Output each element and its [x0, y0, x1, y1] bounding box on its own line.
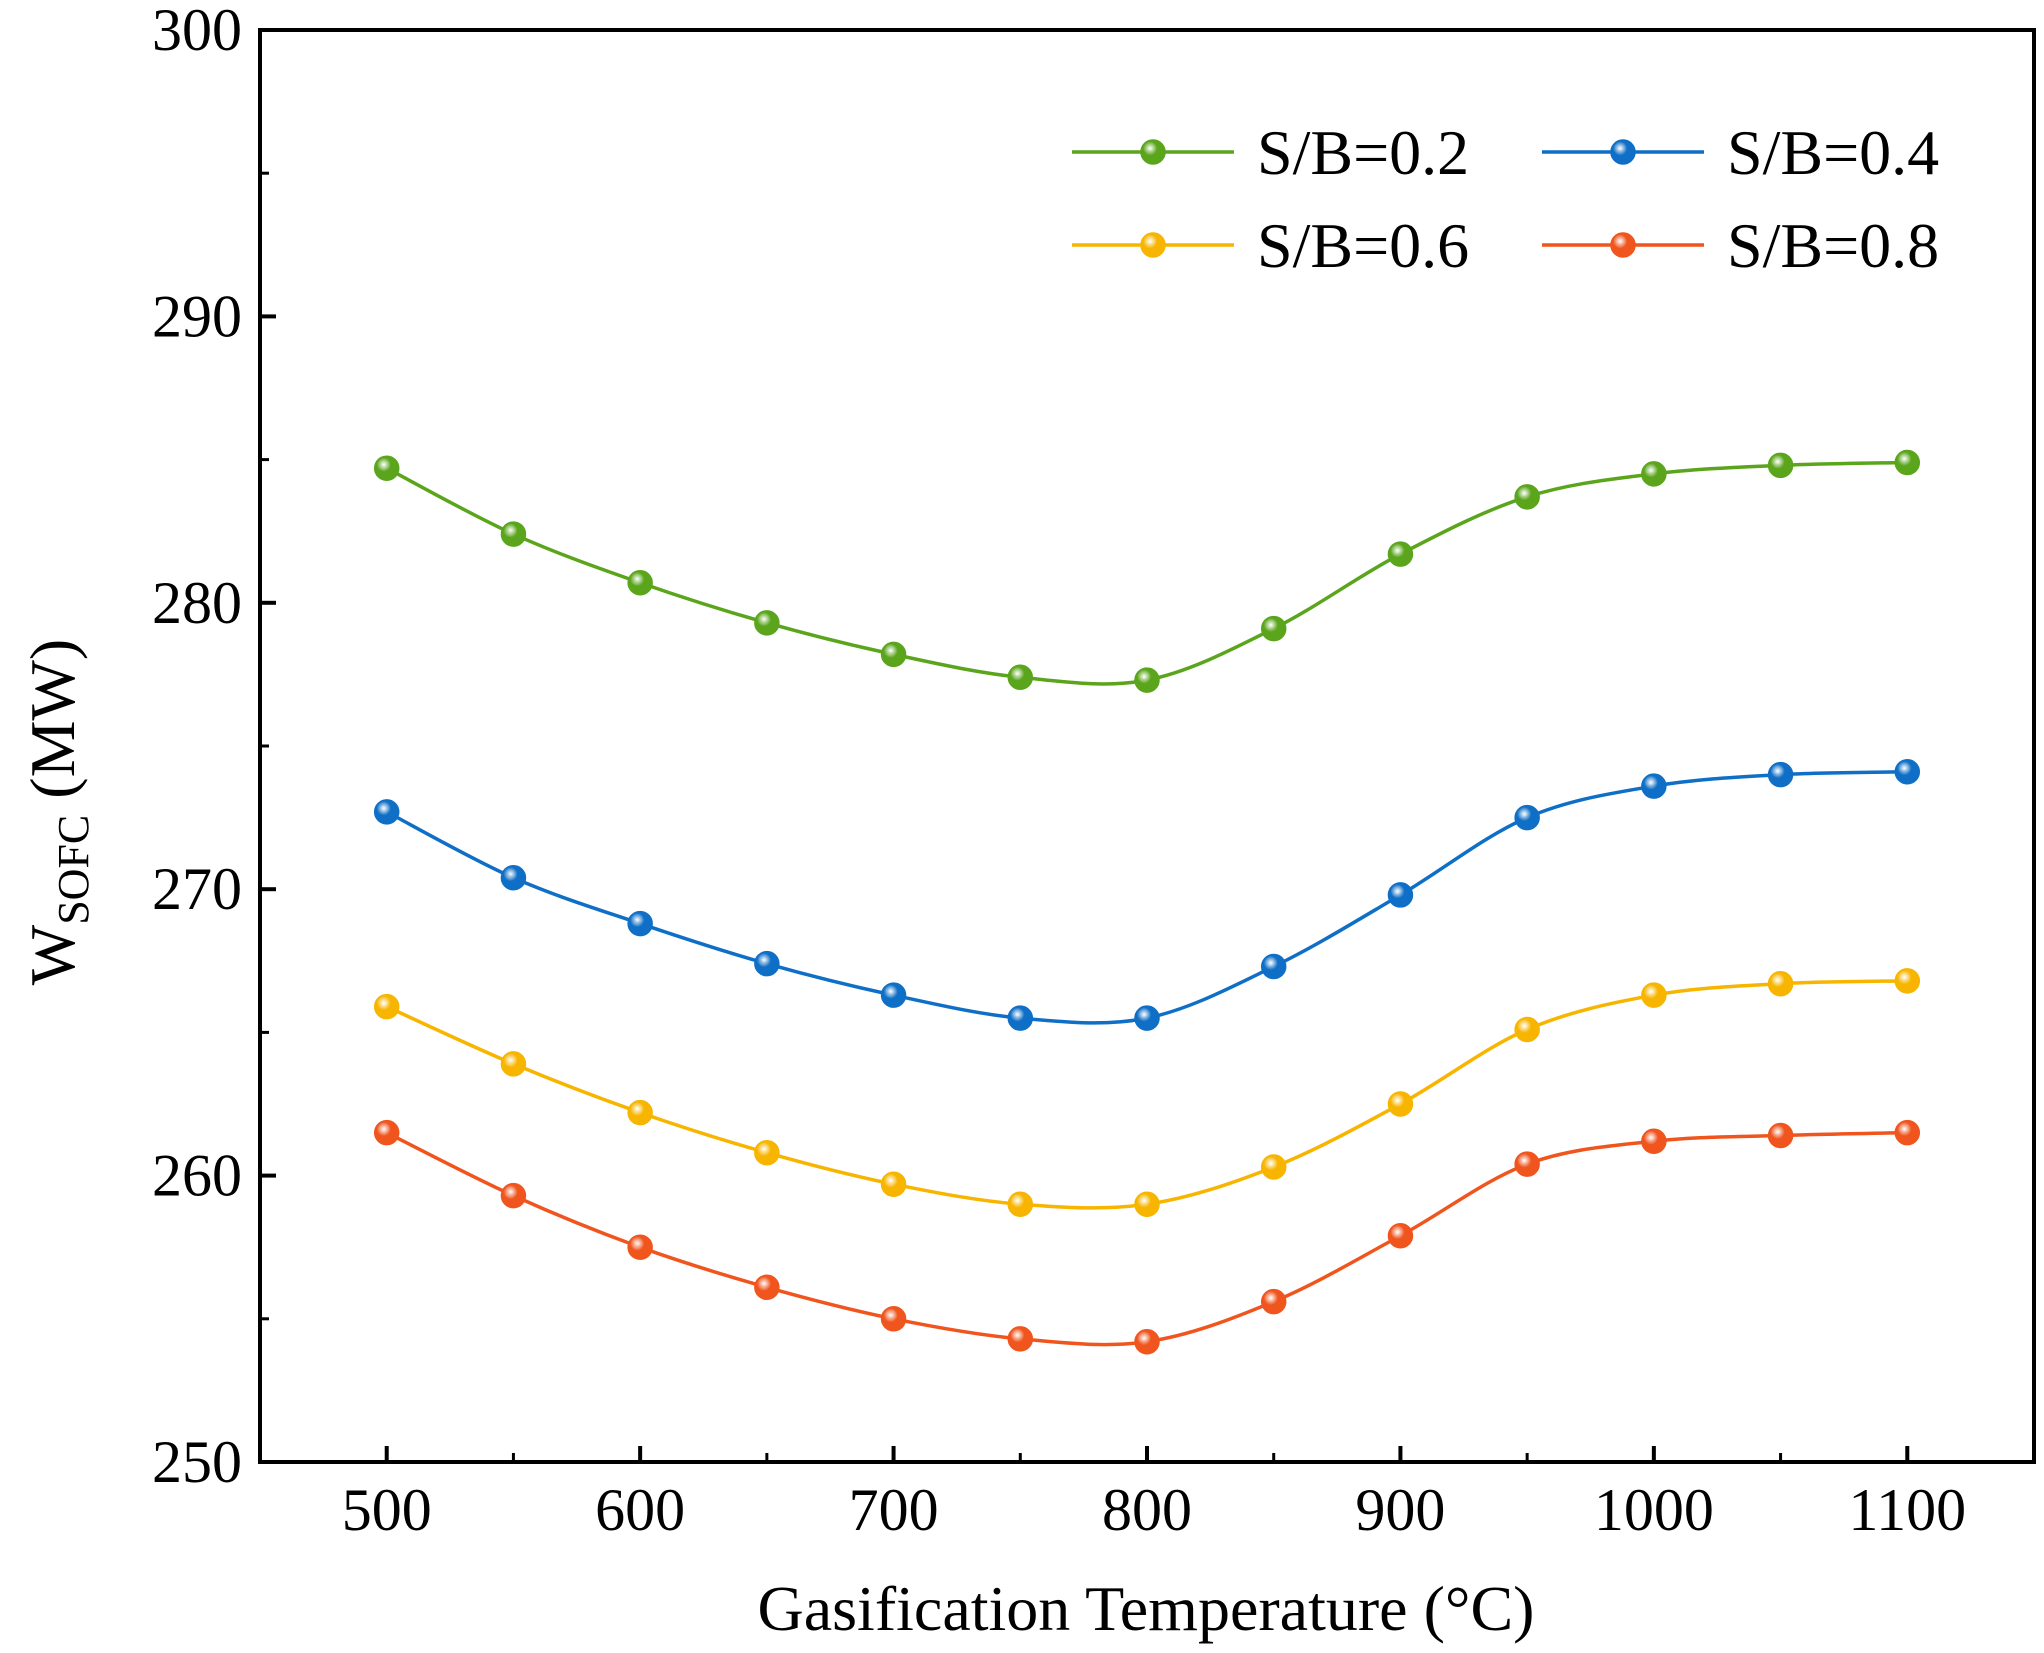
- data-point: [754, 1139, 780, 1166]
- data-point: [1134, 1191, 1160, 1217]
- legend-marker: [1140, 232, 1166, 258]
- data-point: [1641, 461, 1667, 487]
- data-point: [880, 641, 907, 668]
- legend-marker: [1610, 139, 1636, 165]
- series-layer: [373, 449, 1921, 1355]
- data-point: [1767, 452, 1794, 479]
- data-point: [627, 1099, 653, 1126]
- data-point: [1134, 667, 1160, 693]
- y-axis-title-subscript: SOFC: [49, 815, 98, 925]
- x-tick-label: 600: [595, 1477, 685, 1543]
- data-point: [1260, 615, 1287, 642]
- x-tick-label: 500: [342, 1477, 432, 1543]
- data-point: [1007, 1191, 1034, 1217]
- x-tick-label: 900: [1355, 1477, 1445, 1543]
- data-point: [754, 950, 780, 977]
- y-tick-label: 290: [152, 283, 242, 349]
- series-S/B=0.6: [373, 968, 1921, 1217]
- data-point: [1007, 1326, 1034, 1352]
- data-point: [1260, 1154, 1287, 1180]
- data-point: [1260, 953, 1287, 980]
- data-point: [1514, 1151, 1540, 1177]
- legend: S/B=0.2 S/B=0.4 S/B=0.6 S/B=0.8: [1072, 117, 1939, 281]
- series-line: [385, 1130, 1908, 1347]
- data-point: [1007, 664, 1034, 691]
- legend-label: S/B=0.4: [1727, 117, 1939, 188]
- y-tick-labels: 250 260 270 280 290 300: [152, 0, 242, 1495]
- series-S/B=0.4: [373, 759, 1921, 1031]
- series-S/B=0.2: [373, 449, 1921, 693]
- data-point: [1387, 1222, 1414, 1249]
- data-point: [627, 1234, 653, 1260]
- legend-marker: [1140, 139, 1166, 165]
- x-tick-label: 1000: [1594, 1477, 1714, 1543]
- data-point: [1134, 1328, 1160, 1355]
- legend-label: S/B=0.2: [1257, 117, 1469, 188]
- data-point: [1387, 1091, 1414, 1117]
- data-point: [1387, 541, 1414, 567]
- data-point: [373, 799, 400, 825]
- y-axis-title-unit: (MW): [17, 639, 88, 815]
- data-point: [627, 570, 653, 596]
- y-tick-label: 270: [152, 856, 242, 922]
- data-point: [500, 864, 527, 891]
- data-point: [373, 993, 400, 1020]
- data-point: [500, 1182, 527, 1209]
- data-point: [500, 1051, 527, 1077]
- data-point: [627, 910, 653, 937]
- legend-item: S/B=0.8: [1542, 210, 1939, 281]
- series-line: [385, 460, 1908, 686]
- data-point: [1894, 1119, 1921, 1146]
- data-point: [1387, 882, 1414, 908]
- data-point: [373, 455, 400, 481]
- data-point: [1514, 804, 1540, 831]
- y-tick-label: 300: [152, 0, 242, 63]
- legend-item: S/B=0.2: [1072, 117, 1469, 188]
- data-point: [1894, 968, 1921, 994]
- data-point: [754, 610, 780, 636]
- data-point: [880, 1171, 907, 1197]
- data-point: [880, 982, 907, 1008]
- data-point: [1894, 759, 1921, 785]
- data-point: [1641, 1128, 1667, 1154]
- data-point: [1767, 970, 1794, 997]
- data-point: [373, 1119, 400, 1146]
- legend-item: S/B=0.4: [1542, 117, 1939, 188]
- series-S/B=0.8: [373, 1119, 1921, 1355]
- legend-label: S/B=0.8: [1727, 210, 1939, 281]
- legend-marker: [1610, 232, 1636, 258]
- data-point: [1894, 449, 1921, 476]
- legend-item: S/B=0.6: [1072, 210, 1469, 281]
- data-point: [1767, 761, 1794, 788]
- x-axis-title: Gasification Temperature (°C): [758, 1573, 1535, 1644]
- data-point: [1134, 1005, 1160, 1031]
- series-line: [385, 770, 1908, 1025]
- x-tick-label: 1100: [1848, 1477, 1966, 1543]
- data-point: [880, 1306, 907, 1332]
- y-tick-label: 260: [152, 1143, 242, 1209]
- data-point: [1514, 1016, 1540, 1043]
- y-axis-title-main: W: [17, 924, 88, 985]
- data-point: [1641, 773, 1667, 799]
- legend-label: S/B=0.6: [1257, 210, 1469, 281]
- y-tick-label: 250: [152, 1429, 242, 1495]
- data-point: [1514, 484, 1540, 510]
- data-point: [1767, 1122, 1794, 1149]
- data-point: [754, 1274, 780, 1301]
- x-tick-label: 800: [1102, 1477, 1192, 1543]
- x-tick-labels: 500 600 700 800 900 1000 1100: [342, 1477, 1966, 1543]
- data-point: [1641, 982, 1667, 1008]
- data-point: [1007, 1005, 1034, 1031]
- data-point: [1260, 1288, 1287, 1315]
- y-tick-label: 280: [152, 570, 242, 636]
- plot-frame: [258, 28, 2036, 1464]
- x-tick-label: 700: [849, 1477, 939, 1543]
- y-axis-title: WSOFC (MW): [17, 639, 98, 985]
- data-point: [500, 521, 527, 547]
